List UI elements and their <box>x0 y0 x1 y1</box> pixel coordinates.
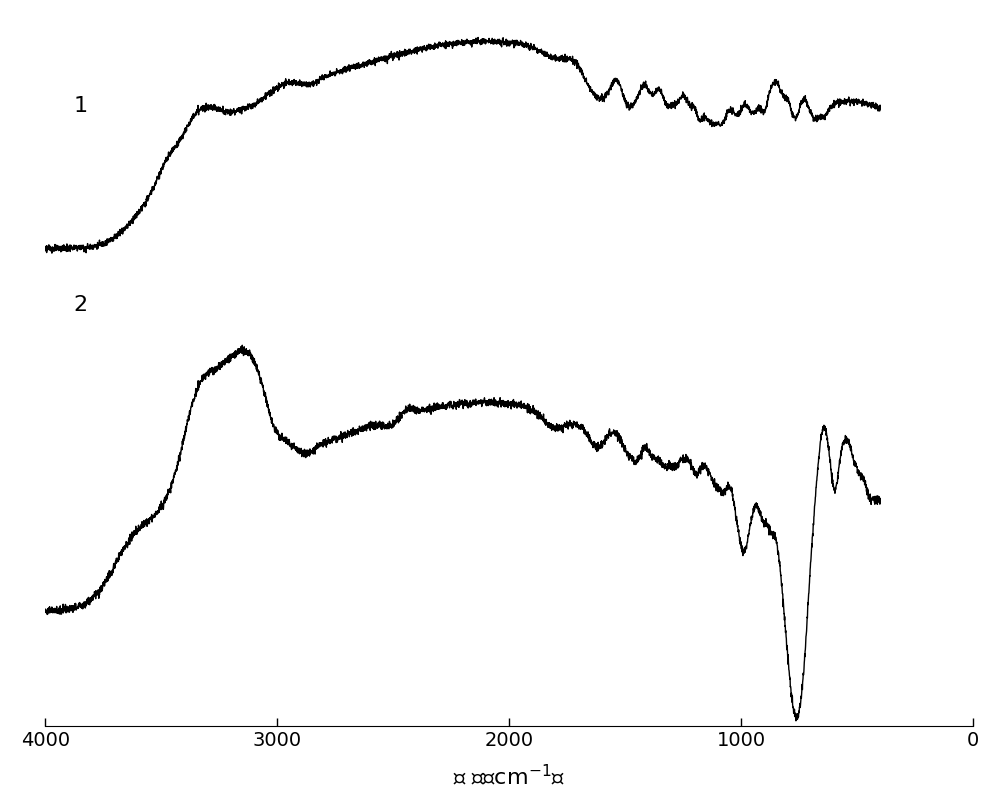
X-axis label: 波 数（cm$^{-1}$）: 波 数（cm$^{-1}$） <box>453 764 565 789</box>
Text: 2: 2 <box>73 296 87 315</box>
Text: 1: 1 <box>73 96 87 116</box>
